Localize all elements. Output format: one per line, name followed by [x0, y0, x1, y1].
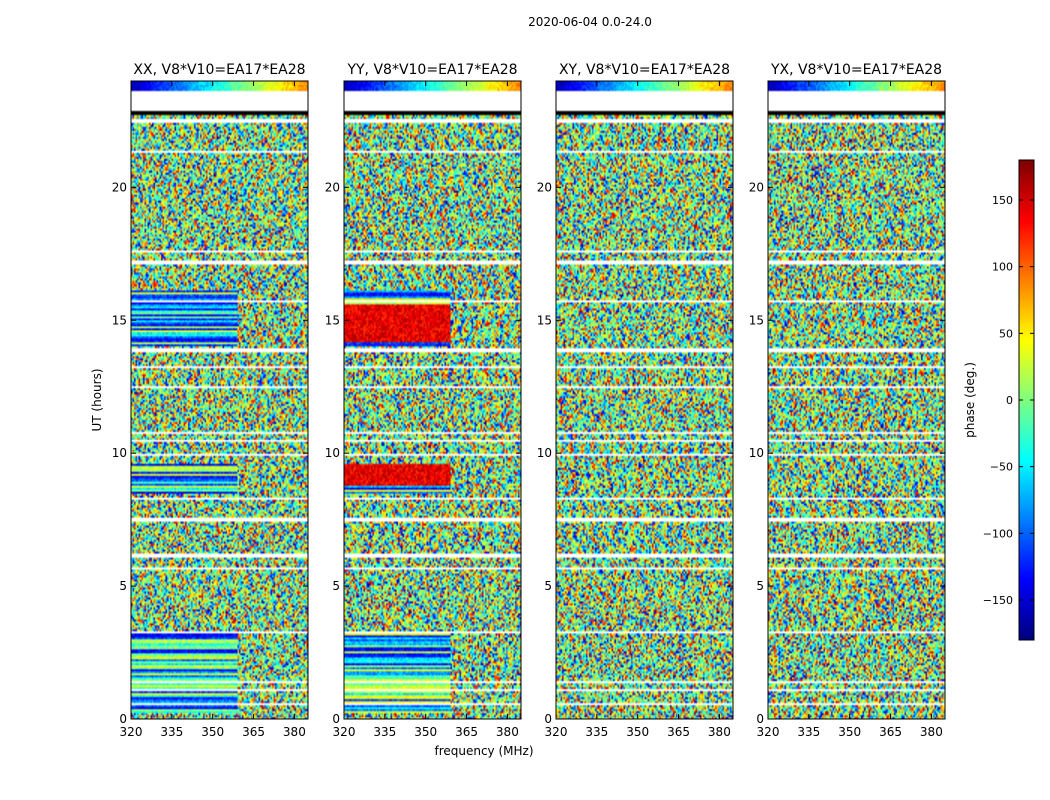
panels: XX, V8*V10=EA17*EA28 320 335 350 365 380 0 5 10 1… — [112, 62, 946, 739]
y-tick-label: 10 — [325, 446, 340, 460]
x-tick-label: 380 — [920, 725, 943, 739]
axes-frame — [343, 80, 522, 720]
x-tick-label: 380 — [708, 725, 731, 739]
y-tick-label: 5 — [119, 579, 127, 593]
colorbar-tick-label: −150 — [983, 594, 1013, 607]
phase-heatmap — [556, 81, 733, 719]
colorbar-gradient — [1019, 160, 1034, 640]
colorbar-tick-label: 150 — [992, 194, 1013, 207]
y-tick-label: 15 — [749, 313, 764, 327]
panel-3: YX, V8*V10=EA17*EA28 320 335 350 365 380 0 5 10 1… — [749, 62, 946, 739]
x-tick-label: 350 — [626, 725, 649, 739]
y-tick-label: 5 — [332, 579, 340, 593]
axes-frame — [555, 80, 734, 720]
phase-heatmap — [768, 81, 945, 719]
x-tick-label: 335 — [797, 725, 820, 739]
y-tick-label: 0 — [332, 712, 340, 726]
figure-title: 2020-06-04 0.0-24.0 — [528, 15, 652, 29]
colorbar-tick-label: 0 — [1006, 394, 1013, 407]
x-tick-label: 350 — [414, 725, 437, 739]
colorbar-tick-label: −50 — [990, 461, 1013, 474]
x-tick-label: 320 — [333, 725, 356, 739]
x-tick-label: 380 — [283, 725, 306, 739]
x-tick-label: 320 — [545, 725, 568, 739]
colorbar: 150 100 50 0 −50 −100 −150 — [983, 159, 1035, 641]
colorbar-tick-label: −100 — [983, 527, 1013, 540]
panel-1: YY, V8*V10=EA17*EA28 320 335 350 365 380 0 5 10 1… — [325, 62, 522, 739]
x-tick-label: 335 — [585, 725, 608, 739]
y-tick-label: 15 — [537, 313, 552, 327]
y-tick-label: 15 — [112, 313, 127, 327]
x-tick-label: 350 — [838, 725, 861, 739]
panel-0: XX, V8*V10=EA17*EA28 320 335 350 365 380 0 5 10 1… — [112, 62, 309, 739]
x-tick-label: 365 — [879, 725, 902, 739]
y-tick-label: 20 — [112, 180, 127, 194]
phase-heatmap — [344, 81, 521, 719]
x-tick-label: 320 — [757, 725, 780, 739]
y-tick-label: 0 — [544, 712, 552, 726]
axes-frame — [767, 80, 946, 720]
y-tick-label: 10 — [537, 446, 552, 460]
x-axis-label: frequency (MHz) — [434, 744, 533, 758]
x-tick-label: 320 — [120, 725, 143, 739]
panel-title: XX, V8*V10=EA17*EA28 — [133, 62, 305, 78]
y-tick-label: 0 — [119, 712, 127, 726]
x-tick-label: 380 — [496, 725, 519, 739]
colorbar-label: phase (deg.) — [963, 362, 977, 438]
y-tick-label: 15 — [325, 313, 340, 327]
x-tick-label: 335 — [373, 725, 396, 739]
panel-title: YY, V8*V10=EA17*EA28 — [346, 62, 517, 78]
panel-2: XY, V8*V10=EA17*EA28 320 335 350 365 380 0 5 10 1… — [537, 62, 734, 739]
y-tick-label: 5 — [756, 579, 764, 593]
panel-title: YX, V8*V10=EA17*EA28 — [770, 62, 942, 78]
colorbar-tick-label: 100 — [992, 261, 1013, 274]
phase-heatmap — [131, 81, 308, 719]
y-tick-label: 5 — [544, 579, 552, 593]
y-tick-label: 20 — [749, 180, 764, 194]
x-tick-label: 365 — [455, 725, 478, 739]
y-axis-label: UT (hours) — [90, 368, 104, 431]
panel-title: XY, V8*V10=EA17*EA28 — [559, 62, 730, 78]
y-tick-label: 10 — [112, 446, 127, 460]
y-tick-label: 10 — [749, 446, 764, 460]
colorbar-tick-label: 50 — [999, 327, 1013, 340]
x-tick-label: 365 — [667, 725, 690, 739]
y-tick-label: 0 — [756, 712, 764, 726]
y-tick-label: 20 — [537, 180, 552, 194]
axes-frame — [130, 80, 309, 720]
x-tick-label: 350 — [201, 725, 224, 739]
x-tick-label: 335 — [160, 725, 183, 739]
y-tick-label: 20 — [325, 180, 340, 194]
x-tick-label: 365 — [242, 725, 265, 739]
